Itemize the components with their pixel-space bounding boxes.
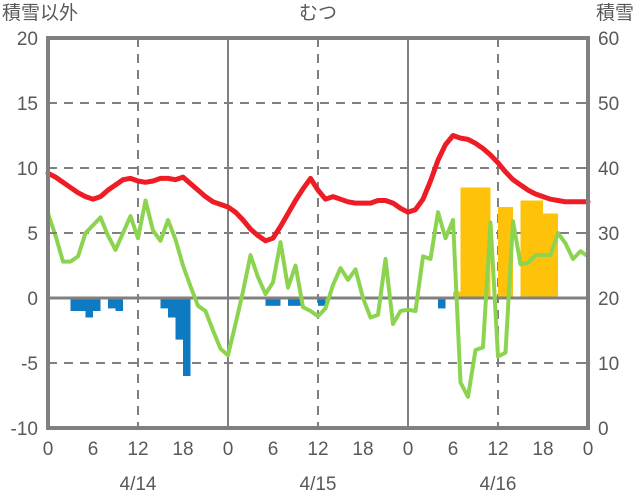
- bar-snow: [520, 200, 528, 298]
- y-tick-label-right: 10: [598, 354, 619, 375]
- x-tick-label: 0: [403, 439, 414, 460]
- bar-precip: [273, 298, 281, 306]
- y-axis-right-ticks: 60 50 40 30 20 10 0: [579, 29, 619, 440]
- bar-precip: [108, 298, 116, 309]
- bar-snow: [483, 187, 491, 298]
- y-tick-label-left: 5: [27, 224, 38, 245]
- y-tick-label-left: 10: [17, 159, 38, 180]
- x-tick-label: 6: [448, 439, 459, 460]
- x-tick-label: 0: [43, 439, 54, 460]
- y-tick-label-right: 30: [598, 224, 619, 245]
- y-tick-label-right: 0: [598, 419, 609, 440]
- x-tick-label: 12: [307, 439, 328, 460]
- bar-snow: [550, 213, 558, 298]
- x-tick-label: 12: [127, 439, 148, 460]
- bar-precip: [115, 298, 123, 311]
- bar-precip: [295, 298, 303, 306]
- x-axis-day-labels: 4/14 4/15 4/16: [120, 474, 517, 495]
- x-tick-label: 6: [88, 439, 99, 460]
- bar-precip: [318, 298, 326, 306]
- x-tick-label: 18: [352, 439, 373, 460]
- bar-precip: [70, 298, 78, 311]
- bar-snow: [498, 207, 506, 298]
- y-tick-label-right: 20: [598, 289, 619, 310]
- y-tick-label-left: 0: [27, 289, 38, 310]
- bar-precip: [288, 298, 296, 306]
- x-tick-label: 18: [532, 439, 553, 460]
- bar-snow: [475, 187, 483, 298]
- bar-precip: [175, 298, 183, 340]
- x-axis-day-label: 4/15: [300, 474, 337, 495]
- y-tick-label-right: 40: [598, 159, 619, 180]
- bar-precip: [93, 298, 101, 311]
- x-tick-label: 0: [583, 439, 594, 460]
- bar-series-group: [70, 187, 558, 376]
- bar-precip: [183, 298, 191, 376]
- left-axis-caption: 積雪以外: [2, 3, 79, 24]
- x-tick-label: 6: [268, 439, 279, 460]
- line-secondary: [46, 198, 590, 399]
- bar-precip: [160, 298, 168, 309]
- y-tick-label-left: -5: [21, 354, 38, 375]
- y-axis-left-ticks: 20 15 10 5 0 -5 -10: [11, 29, 57, 440]
- right-axis-caption: 積雪: [595, 3, 634, 24]
- line-temperature: [45, 133, 591, 244]
- y-tick-label-left: 15: [17, 94, 38, 115]
- y-tick-label-right: 50: [598, 94, 619, 115]
- x-axis-day-label: 4/14: [120, 474, 157, 495]
- bar-snow: [528, 200, 536, 298]
- y-tick-label-right: 60: [598, 29, 619, 50]
- bar-snow: [468, 187, 476, 298]
- x-tick-label: 12: [487, 439, 508, 460]
- x-axis-day-label: 4/16: [480, 474, 517, 495]
- bar-snow: [460, 187, 468, 298]
- bar-precip: [168, 298, 176, 318]
- x-axis-ticks: 0 6 12 18 0 6 12 18 0 6 12 18 0: [43, 439, 594, 460]
- x-tick-label: 18: [172, 439, 193, 460]
- bar-snow: [535, 200, 543, 298]
- bar-precip: [438, 298, 446, 309]
- bar-precip: [265, 298, 273, 306]
- y-tick-label-left: 20: [17, 29, 38, 50]
- bar-precip: [85, 298, 93, 318]
- page-title: むつ: [298, 3, 337, 24]
- bar-precip: [78, 298, 86, 311]
- x-tick-label: 0: [223, 439, 234, 460]
- y-tick-label-left: -10: [11, 419, 38, 440]
